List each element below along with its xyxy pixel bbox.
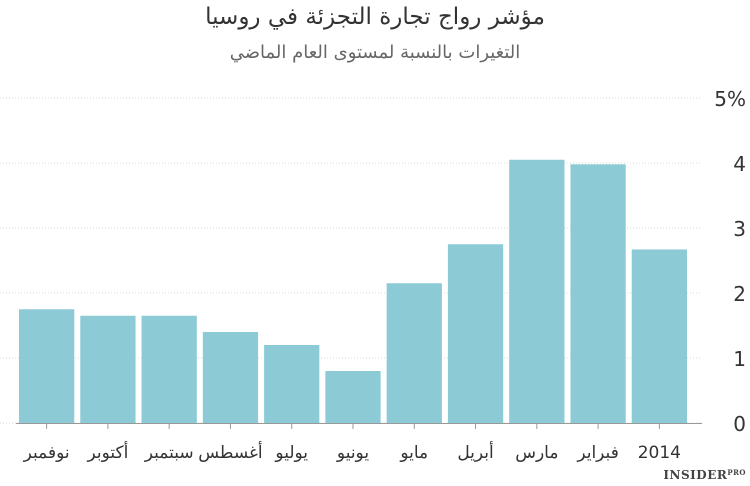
y-tick-label: 5%: [714, 87, 746, 111]
x-tick-label: فبراير: [576, 443, 618, 463]
bar: [631, 249, 687, 423]
bar: [141, 315, 197, 423]
bar: [447, 244, 504, 423]
x-tick-label: نوفمبر: [23, 443, 70, 463]
bar: [80, 315, 136, 423]
y-tick-label: 3: [733, 217, 746, 241]
bar: [509, 159, 565, 423]
source-logo: INSIDERPRO: [663, 468, 746, 482]
bar: [386, 283, 442, 423]
bar: [264, 345, 320, 423]
x-tick-label: مايو: [399, 443, 428, 463]
y-tick-label: 2: [733, 282, 746, 306]
y-tick-label: 1: [733, 347, 746, 371]
bar: [325, 371, 381, 423]
bar: [202, 332, 259, 423]
chart-title: مؤشر رواج تجارة التجزئة في روسيا: [205, 4, 545, 30]
y-tick-label: 0: [733, 412, 746, 436]
y-tick-label: 4: [733, 152, 746, 176]
x-tick-label: أبريل: [457, 441, 493, 463]
x-tick-label: 2014: [638, 443, 681, 463]
bar: [570, 164, 626, 424]
x-tick-label: يونيو: [336, 443, 369, 463]
source-brand: INSIDER: [663, 468, 728, 482]
x-tick-label: سبتمبر: [144, 443, 194, 463]
x-tick-label: مارس: [515, 443, 558, 463]
chart-subtitle: التغيرات بالنسبة لمستوى العام الماضي: [229, 42, 521, 63]
x-tick-label: أغسطس: [198, 441, 262, 463]
x-tick-label: يوليو: [274, 443, 308, 463]
source-brand-suffix: PRO: [727, 468, 746, 477]
bar: [19, 309, 75, 423]
x-tick-label: أكتوبر: [86, 441, 128, 463]
